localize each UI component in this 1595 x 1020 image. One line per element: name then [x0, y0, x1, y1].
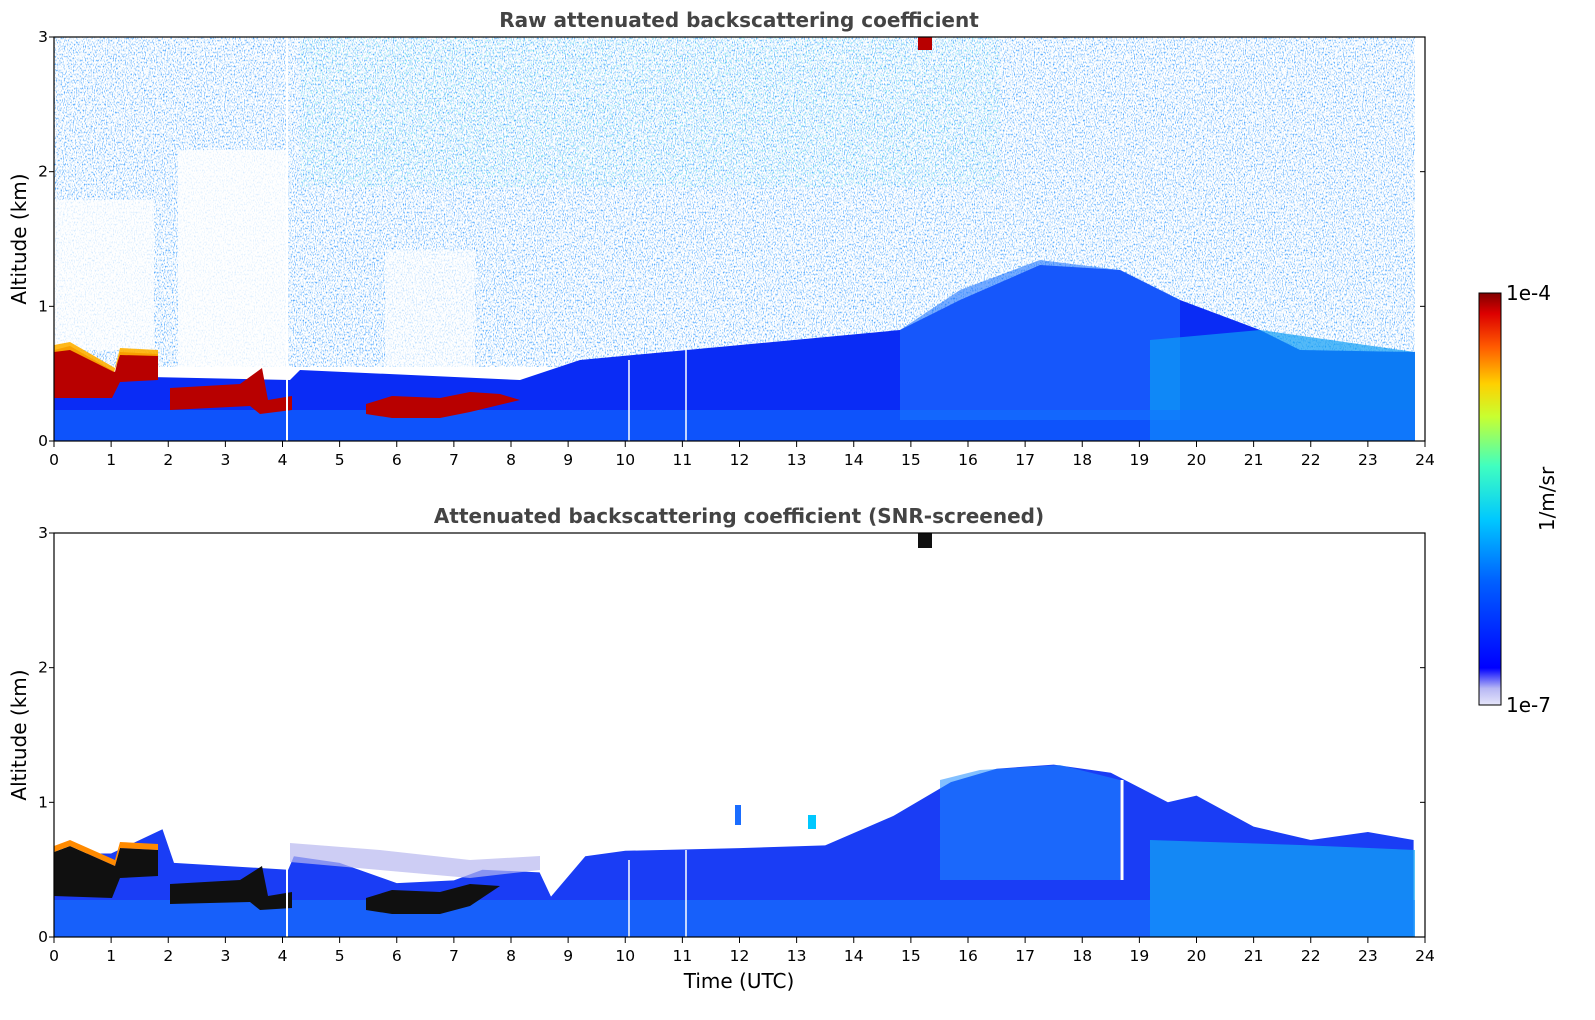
raw-high-cloud	[918, 37, 932, 50]
x-tick-label: 4	[278, 947, 288, 965]
x-tick-label: 23	[1358, 451, 1378, 469]
x-tick-label: 22	[1301, 947, 1321, 965]
x-tick-label: 8	[506, 451, 516, 469]
x-tick-label: 2	[163, 451, 173, 469]
panel-raw-axes: 0 1 2 3 4 5 6 7 8 9 10 11 12 13 14 15 16 17 18 19 20 21 22 23 24…	[38, 28, 1435, 469]
x-tick-label: 13	[787, 947, 807, 965]
x-tick-label: 3	[220, 451, 230, 469]
x-tick-label: 20	[1187, 451, 1207, 469]
x-tick-label: 9	[563, 451, 573, 469]
x-tick-label: 18	[1072, 947, 1092, 965]
y-tick-label: 0	[38, 432, 48, 450]
x-tick-label: 15	[901, 947, 921, 965]
x-tick-label: 12	[730, 451, 750, 469]
screened-cloud-1	[54, 846, 158, 898]
x-tick-label: 14	[844, 451, 864, 469]
x-tick-label: 0	[49, 947, 59, 965]
screened-cloud-2	[170, 866, 292, 910]
raw-cloud-1	[54, 346, 158, 398]
raw-noise-speckle-upper	[300, 37, 1000, 187]
y-tick-label: 0	[38, 928, 48, 946]
x-tick-label: 18	[1072, 451, 1092, 469]
y-tick-label: 2	[38, 659, 48, 677]
x-tick-label: 19	[1130, 451, 1150, 469]
colorbar-min-label: 1e-7	[1506, 693, 1551, 717]
x-tick-label: 2	[163, 947, 173, 965]
x-tick-label: 24	[1415, 451, 1435, 469]
panel-screened-xlabel: Time (UTC)	[683, 969, 795, 993]
x-tick-label: 6	[392, 947, 402, 965]
colorbar-max-label: 1e-4	[1506, 281, 1551, 305]
panel-raw-title: Raw attenuated backscattering coefficien…	[499, 8, 979, 32]
x-tick-label: 13	[787, 451, 807, 469]
panel-raw-ylabel: Altitude (km)	[7, 173, 31, 304]
x-tick-label: 1	[106, 947, 116, 965]
x-tick-label: 14	[844, 947, 864, 965]
screened-cloud-3	[366, 884, 500, 914]
y-tick-label: 3	[38, 28, 48, 46]
x-tick-label: 16	[958, 451, 978, 469]
y-tick-label: 1	[38, 793, 48, 811]
x-tick-label: 11	[673, 947, 693, 965]
x-tick-label: 1	[106, 451, 116, 469]
x-tick-label: 17	[1015, 947, 1035, 965]
panel-screened: Attenuated backscattering coefficient (S…	[7, 504, 1435, 993]
x-tick-label: 8	[506, 947, 516, 965]
x-tick-label: 12	[730, 947, 750, 965]
x-tick-label: 15	[901, 451, 921, 469]
colorbar-gradient	[1478, 292, 1502, 706]
x-tick-label: 21	[1244, 451, 1264, 469]
panel-screened-ylabel: Altitude (km)	[7, 669, 31, 800]
y-tick-label: 1	[38, 297, 48, 315]
y-tick-label: 3	[38, 524, 48, 542]
x-tick-label: 0	[49, 451, 59, 469]
x-tick-label: 21	[1244, 947, 1264, 965]
x-tick-label: 10	[615, 947, 635, 965]
x-tick-label: 10	[615, 451, 635, 469]
x-tick-label: 24	[1415, 947, 1435, 965]
x-tick-label: 5	[335, 947, 345, 965]
x-tick-label: 20	[1187, 947, 1207, 965]
x-tick-label: 4	[278, 451, 288, 469]
x-tick-label: 9	[563, 947, 573, 965]
raw-cloud-2	[170, 368, 292, 414]
x-tick-label: 19	[1130, 947, 1150, 965]
x-tick-label: 16	[958, 947, 978, 965]
x-tick-label: 17	[1015, 451, 1035, 469]
x-tick-label: 22	[1301, 451, 1321, 469]
panel-screened-title: Attenuated backscattering coefficient (S…	[434, 504, 1044, 528]
panel-raw: Raw attenuated backscattering coefficien…	[7, 8, 1435, 469]
x-tick-label: 23	[1358, 947, 1378, 965]
x-tick-label: 5	[335, 451, 345, 469]
panel-raw-heatmap	[54, 37, 1425, 441]
panel-screened-heatmap	[54, 533, 1415, 937]
colorbar-unit-label: 1/m/sr	[1535, 466, 1559, 531]
screened-high-cloud	[918, 533, 932, 548]
y-tick-label: 2	[38, 163, 48, 181]
x-tick-label: 3	[220, 947, 230, 965]
x-tick-label: 11	[673, 451, 693, 469]
colorbar: 1e-4 1e-7 1/m/sr	[1478, 281, 1559, 717]
x-tick-label: 6	[392, 451, 402, 469]
panel-screened-axes: 0 1 2 3 4 5 6 7 8 9 10 11 12 13 14 15 16 17 18 19 20 21 22 23 24…	[38, 524, 1435, 965]
raw-cloud-3	[366, 392, 520, 418]
x-tick-label: 7	[449, 947, 459, 965]
x-tick-label: 7	[449, 451, 459, 469]
